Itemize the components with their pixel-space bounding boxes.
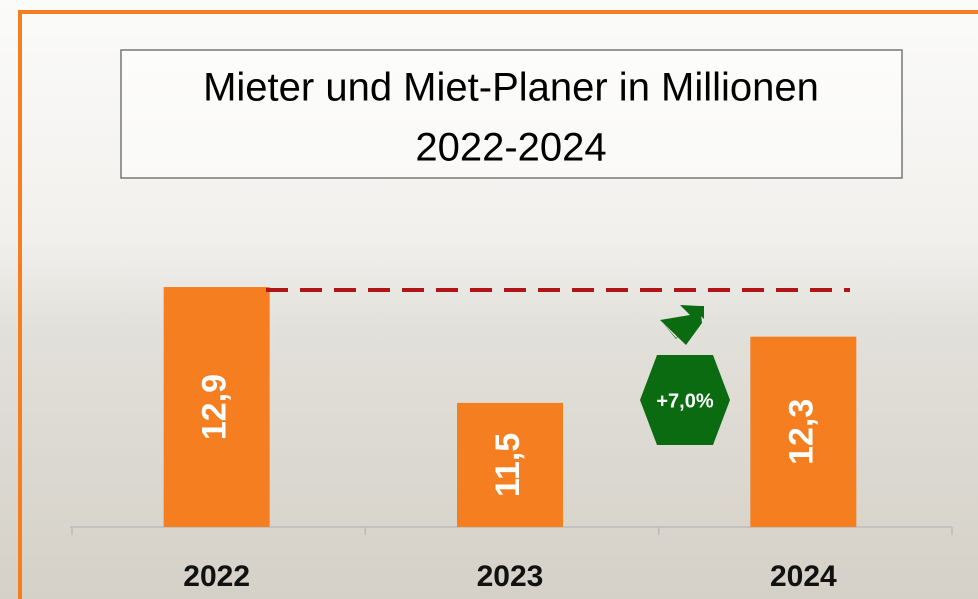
value-label: 12,9 [196, 374, 234, 440]
chart-subtitle: 2022-2024 [415, 126, 606, 170]
chart: Mieter und Miet-Planer in Millionen 2022… [0, 0, 978, 599]
annotation: +7,0% [656, 390, 713, 412]
x-tick-label: 2022 [183, 560, 250, 593]
value-label: 11,5 [489, 433, 527, 497]
chart-title: Mieter und Miet-Planer in Millionen [203, 66, 819, 110]
value-label: 12,3 [782, 399, 820, 465]
page: {"chart_data": {"type": "bar", "title": … [0, 0, 978, 599]
x-tick-label: 2023 [477, 560, 544, 593]
x-tick-label: 2024 [770, 560, 837, 593]
